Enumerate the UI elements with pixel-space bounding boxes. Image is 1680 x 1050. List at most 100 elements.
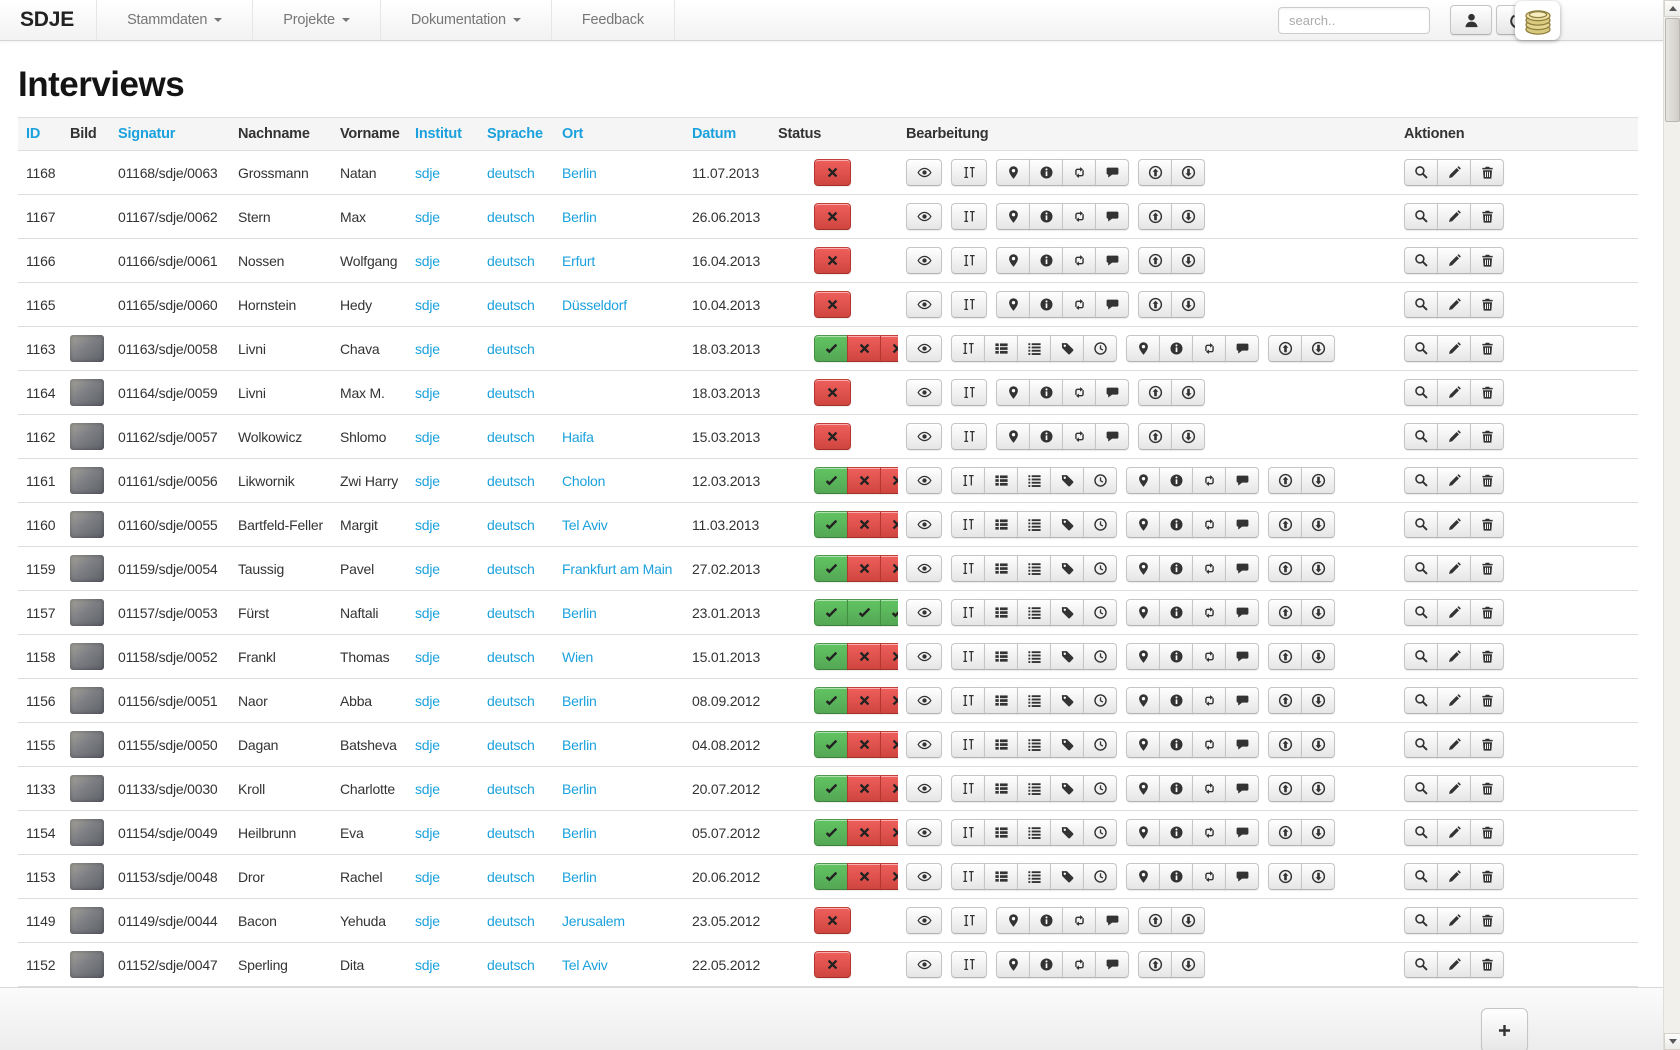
institut-link[interactable]: sdje (415, 472, 440, 489)
column-header-ort[interactable]: Ort (554, 117, 684, 151)
tag-button[interactable] (1050, 643, 1084, 670)
map-marker-button[interactable] (1126, 819, 1160, 846)
th-list-button[interactable] (984, 687, 1018, 714)
institut-link[interactable]: sdje (415, 912, 440, 929)
search-button[interactable] (1404, 951, 1438, 978)
text-height-button[interactable] (951, 203, 987, 230)
text-height-button[interactable] (951, 775, 985, 802)
th-list-button[interactable] (984, 511, 1018, 538)
tag-button[interactable] (1050, 687, 1084, 714)
institut-link[interactable]: sdje (415, 956, 440, 973)
search-button[interactable] (1404, 379, 1438, 406)
status-ok-button[interactable] (880, 599, 898, 626)
tag-button[interactable] (1050, 467, 1084, 494)
text-height-button[interactable] (951, 423, 987, 450)
comment-button[interactable] (1225, 731, 1259, 758)
sprache-link[interactable]: deutsch (487, 428, 535, 445)
interviewee-photo[interactable] (70, 379, 104, 406)
list-button[interactable] (1017, 555, 1051, 582)
text-height-button[interactable] (951, 247, 987, 274)
list-button[interactable] (1017, 863, 1051, 890)
interviewee-photo[interactable] (70, 775, 104, 802)
status-remove-button[interactable] (880, 335, 898, 362)
ort-link[interactable]: Berlin (562, 692, 597, 709)
comment-button[interactable] (1225, 335, 1259, 362)
status-remove-button[interactable] (880, 687, 898, 714)
circle-arrow-up-button[interactable] (1268, 335, 1302, 362)
status-remove-button[interactable] (814, 247, 851, 274)
comment-button[interactable] (1095, 159, 1129, 186)
pencil-button[interactable] (1437, 291, 1471, 318)
circle-arrow-up-button[interactable] (1138, 291, 1172, 318)
sprache-link[interactable]: deutsch (487, 384, 535, 401)
text-height-button[interactable] (951, 819, 985, 846)
map-marker-button[interactable] (996, 907, 1030, 934)
user-button[interactable] (1450, 5, 1492, 35)
pencil-button[interactable] (1437, 643, 1471, 670)
list-button[interactable] (1017, 335, 1051, 362)
retweet-button[interactable] (1062, 291, 1096, 318)
info-button[interactable] (1029, 203, 1063, 230)
status-ok-button[interactable] (814, 511, 848, 538)
tag-button[interactable] (1050, 863, 1084, 890)
clock-button[interactable] (1083, 599, 1117, 626)
trash-button[interactable] (1470, 159, 1504, 186)
sprache-link[interactable]: deutsch (487, 164, 535, 181)
text-height-button[interactable] (951, 291, 987, 318)
search-button[interactable] (1404, 467, 1438, 494)
pencil-button[interactable] (1437, 819, 1471, 846)
eye-button[interactable] (906, 159, 942, 186)
retweet-button[interactable] (1062, 247, 1096, 274)
interviewee-photo[interactable] (70, 687, 104, 714)
info-button[interactable] (1159, 687, 1193, 714)
search-button[interactable] (1404, 203, 1438, 230)
search-input[interactable] (1278, 6, 1430, 34)
status-remove-button[interactable] (814, 379, 851, 406)
interviewee-photo[interactable] (70, 863, 104, 890)
comment-button[interactable] (1095, 247, 1129, 274)
comment-button[interactable] (1225, 819, 1259, 846)
list-button[interactable] (1017, 511, 1051, 538)
institut-link[interactable]: sdje (415, 868, 440, 885)
nav-item-projekte[interactable]: Projekte (252, 0, 380, 40)
comment-button[interactable] (1225, 511, 1259, 538)
ort-link[interactable]: Frankfurt am Main (562, 560, 673, 577)
info-button[interactable] (1159, 731, 1193, 758)
text-height-button[interactable] (951, 863, 985, 890)
pencil-button[interactable] (1437, 335, 1471, 362)
trash-button[interactable] (1470, 907, 1504, 934)
sprache-link[interactable]: deutsch (487, 824, 535, 841)
tag-button[interactable] (1050, 819, 1084, 846)
eye-button[interactable] (906, 335, 942, 362)
circle-arrow-up-button[interactable] (1268, 731, 1302, 758)
comment-button[interactable] (1095, 423, 1129, 450)
circle-arrow-up-button[interactable] (1138, 951, 1172, 978)
institut-link[interactable]: sdje (415, 736, 440, 753)
map-marker-button[interactable] (996, 379, 1030, 406)
ort-link[interactable]: Haifa (562, 428, 594, 445)
comment-button[interactable] (1225, 599, 1259, 626)
text-height-button[interactable] (951, 951, 987, 978)
info-button[interactable] (1159, 555, 1193, 582)
circle-arrow-up-button[interactable] (1268, 643, 1302, 670)
info-button[interactable] (1029, 379, 1063, 406)
scroll-up-button[interactable] (1664, 0, 1680, 17)
circle-arrow-up-button[interactable] (1268, 775, 1302, 802)
circle-arrow-up-button[interactable] (1268, 511, 1302, 538)
clock-button[interactable] (1083, 467, 1117, 494)
search-button[interactable] (1404, 555, 1438, 582)
ort-link[interactable]: Berlin (562, 604, 597, 621)
sprache-link[interactable]: deutsch (487, 648, 535, 665)
status-remove-button[interactable] (880, 511, 898, 538)
circle-arrow-up-button[interactable] (1138, 423, 1172, 450)
map-marker-button[interactable] (996, 951, 1030, 978)
status-remove-button[interactable] (847, 643, 881, 670)
eye-button[interactable] (906, 423, 942, 450)
status-remove-button[interactable] (814, 203, 851, 230)
sprache-link[interactable]: deutsch (487, 516, 535, 533)
map-marker-button[interactable] (996, 203, 1030, 230)
ort-link[interactable]: Berlin (562, 868, 597, 885)
status-ok-button[interactable] (814, 467, 848, 494)
pencil-button[interactable] (1437, 907, 1471, 934)
status-ok-button[interactable] (814, 731, 848, 758)
